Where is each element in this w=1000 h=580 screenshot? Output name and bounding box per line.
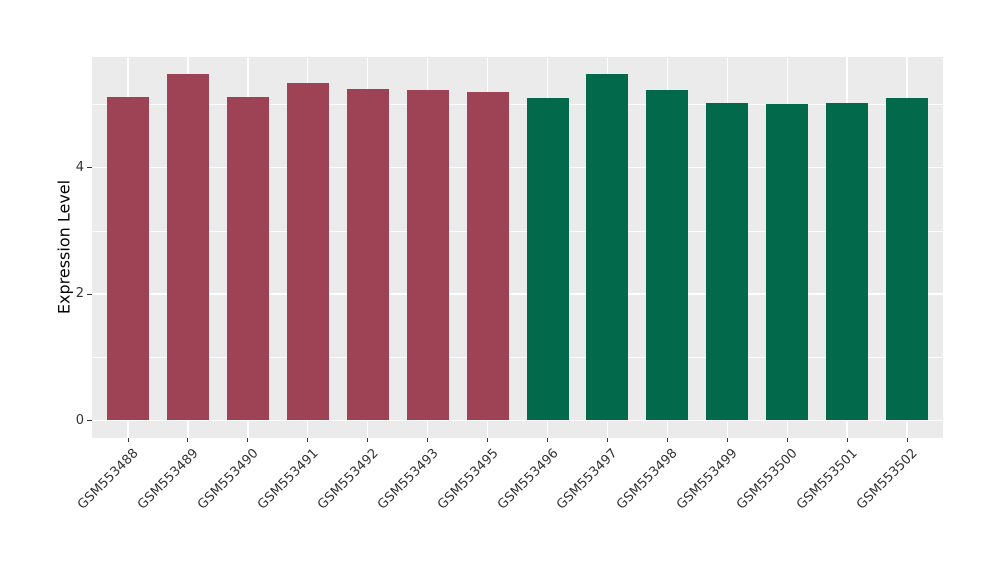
x-tick-mark	[786, 438, 788, 442]
gridline-minor	[92, 356, 943, 358]
bar	[526, 97, 569, 421]
y-tick-label: 0	[75, 412, 84, 428]
x-tick-mark	[187, 438, 189, 442]
x-tick-mark	[367, 438, 369, 442]
y-tick-mark	[87, 420, 92, 421]
bar	[586, 74, 629, 421]
x-tick-mark	[606, 438, 608, 442]
x-tick-mark	[666, 438, 668, 442]
bar	[826, 103, 869, 421]
x-tick-label: GSM553501	[794, 446, 861, 513]
plot-panel	[92, 57, 943, 438]
x-tick-label: GSM553489	[134, 446, 202, 513]
x-tick-mark	[247, 438, 249, 442]
x-tick-mark	[906, 438, 908, 442]
x-tick-label: GSM553502	[854, 446, 921, 513]
bar	[226, 96, 269, 421]
gridline-major	[92, 167, 943, 169]
gridline-major	[92, 419, 943, 422]
x-tick-mark	[547, 438, 548, 442]
y-tick-mark	[87, 293, 92, 295]
bar	[766, 103, 809, 421]
bar	[406, 89, 449, 421]
y-tick-label: 2	[75, 286, 84, 302]
x-tick-label: GSM553497	[554, 446, 622, 513]
bar	[886, 98, 929, 421]
x-tick-label: GSM553488	[75, 446, 142, 513]
bar	[346, 88, 389, 421]
bar	[286, 83, 329, 421]
x-tick-label: GSM553499	[674, 446, 741, 513]
x-tick-label: GSM553493	[374, 446, 442, 513]
gridline-major	[92, 293, 943, 295]
x-tick-label: GSM553498	[614, 446, 681, 513]
x-tick-mark	[307, 438, 309, 442]
y-tick-mark	[87, 167, 92, 169]
x-tick-mark	[846, 438, 848, 442]
x-tick-mark	[427, 438, 429, 442]
bar	[646, 89, 689, 421]
x-tick-label: GSM553491	[254, 446, 322, 513]
bar	[107, 96, 149, 421]
x-tick-mark	[127, 438, 129, 442]
y-tick-label: 4	[75, 159, 84, 175]
bar	[166, 74, 209, 421]
gridline-minor	[92, 230, 943, 232]
x-tick-label: GSM553500	[734, 446, 801, 513]
x-tick-label: GSM553490	[194, 446, 262, 513]
gridline-minor	[92, 104, 943, 105]
x-tick-mark	[726, 438, 728, 442]
x-tick-label: GSM553496	[494, 446, 562, 513]
x-tick-label: GSM553495	[434, 446, 502, 513]
x-tick-label: GSM553492	[314, 446, 382, 513]
bar	[706, 103, 749, 421]
bar	[466, 91, 509, 421]
x-tick-mark	[487, 438, 489, 442]
